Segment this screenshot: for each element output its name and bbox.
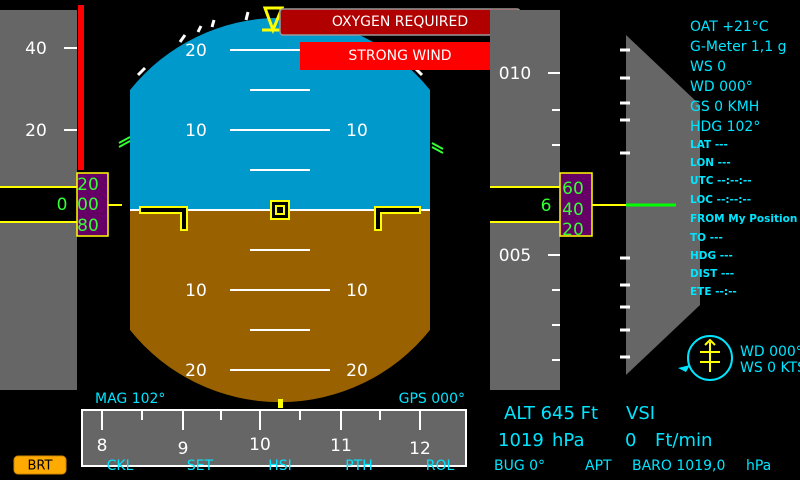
- alert-text: OXYGEN REQUIRED: [332, 14, 468, 30]
- pitch-label: 20: [185, 361, 207, 381]
- nav-text: LOC --:--:--: [690, 194, 751, 206]
- baro-unit: hPa: [746, 458, 771, 474]
- mode-button[interactable]: HSI: [268, 458, 292, 474]
- speed-label: 20: [25, 121, 47, 141]
- info-text: OAT +21°C: [690, 19, 769, 35]
- altitude-drum: 20: [562, 220, 584, 240]
- pitch-label: 10: [185, 281, 207, 301]
- wind-text: WD 000°: [740, 344, 800, 360]
- alerts: OXYGEN REQUIRED STRONG WIND: [279, 8, 521, 70]
- nav-text: TO ---: [690, 232, 723, 244]
- bottom-bar: BRT CKL SET HSI PTH ROL BUG 0° APT BARO …: [13, 455, 771, 475]
- nav-text: FROM My Position: [690, 213, 797, 225]
- heading-gps: GPS 000°: [399, 391, 465, 407]
- wind-text: WS 0 KTS: [740, 360, 800, 376]
- altitude-panel: ALT 645 Ft VSI 1019 hPa 0 Ft/min: [498, 403, 712, 451]
- nav-text: LAT ---: [690, 139, 728, 151]
- heading-label: 11: [330, 436, 352, 456]
- heading-label: 12: [409, 439, 431, 459]
- alt-text: ALT 645 Ft: [504, 403, 598, 424]
- brt-label[interactable]: BRT: [28, 459, 53, 474]
- pitch-label: 10: [185, 121, 207, 141]
- nav-text: UTC --:--:--: [690, 175, 752, 187]
- speed-drum: 20: [77, 175, 99, 195]
- mode-button[interactable]: SET: [187, 458, 214, 474]
- speed-readout: 0: [57, 195, 68, 215]
- altitude-label: 005: [499, 246, 531, 266]
- pitch-label: 10: [346, 281, 368, 301]
- pitch-label: 20: [185, 41, 207, 61]
- nav-text: HDG ---: [690, 250, 733, 262]
- vs-unit: Ft/min: [655, 430, 712, 451]
- heading-label: 9: [178, 439, 189, 459]
- info-text: G-Meter 1,1 g: [690, 39, 787, 55]
- brt-button[interactable]: [13, 455, 67, 475]
- bug-button[interactable]: BUG 0°: [494, 458, 545, 474]
- speed-label: 40: [25, 39, 47, 59]
- altitude-readout: 6: [541, 196, 552, 216]
- mode-button[interactable]: CKL: [107, 458, 134, 474]
- apt-button[interactable]: APT: [585, 458, 612, 474]
- altitude-drum: 60: [562, 179, 584, 199]
- altitude-tape: 010 005 6 60 40 20: [490, 10, 593, 390]
- baro-value: 1019: [498, 430, 544, 451]
- speed-tape: 40 20 0 20 00 80: [0, 5, 122, 390]
- heading-mag: MAG 102°: [95, 391, 165, 407]
- info-panel: OAT +21°C G-Meter 1,1 g WS 0 WD 000° GS …: [690, 19, 797, 298]
- alert-text: STRONG WIND: [348, 48, 451, 64]
- mode-button[interactable]: ROL: [426, 458, 455, 474]
- info-text: WS 0: [690, 59, 726, 75]
- info-text: HDG 102°: [690, 119, 760, 135]
- wind-indicator: WD 000° WS 0 KTS: [678, 335, 800, 381]
- pitch-label: 20: [346, 361, 368, 381]
- vsi-text: VSI: [626, 403, 655, 424]
- vs-value: 0: [625, 430, 636, 451]
- altitude-label: 010: [499, 64, 531, 84]
- mode-button[interactable]: PTH: [345, 458, 373, 474]
- pitch-label: 10: [346, 121, 368, 141]
- vsi-scale: [592, 35, 700, 375]
- heading-label: 8: [97, 436, 108, 456]
- baro-button[interactable]: BARO 1019,0: [632, 458, 725, 474]
- nav-text: LON ---: [690, 157, 731, 169]
- baro-unit: hPa: [552, 430, 584, 451]
- heading-label: 10: [249, 435, 271, 455]
- speed-drum: 00: [77, 195, 99, 215]
- nav-text: ETE --:--: [690, 286, 737, 298]
- altitude-drum: 40: [562, 200, 584, 220]
- nav-text: DIST ---: [690, 268, 734, 280]
- speed-drum: 80: [77, 216, 99, 236]
- info-text: WD 000°: [690, 79, 753, 95]
- info-text: GS 0 KMH: [690, 99, 759, 115]
- heading-tape: MAG 102° GPS 000° 8 9 10 11 12: [81, 391, 467, 467]
